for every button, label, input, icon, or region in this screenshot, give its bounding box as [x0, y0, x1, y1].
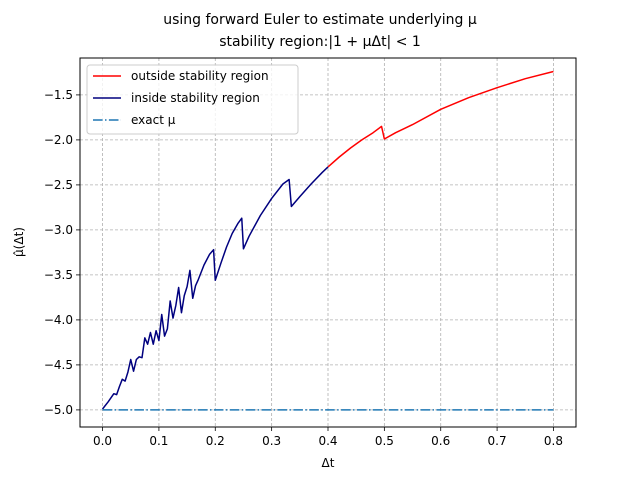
plot-series: [101, 70, 554, 411]
x-tick-label: 0.8: [544, 434, 563, 448]
chart-subtitle: stability region:|1 + μΔt| < 1: [219, 34, 421, 50]
y-axis-label: μ̂(Δt): [12, 227, 26, 257]
x-tick-label: 0.6: [431, 434, 450, 448]
legend-box: [86, 64, 299, 135]
chart-title: using forward Euler to estimate underlyi…: [163, 12, 477, 28]
legend-label: outside stability region: [131, 69, 269, 83]
series-line-1: [101, 166, 329, 410]
x-tick-label: 0.3: [262, 434, 281, 448]
x-tick-label: 0.1: [149, 434, 168, 448]
x-axis-label: Δt: [322, 456, 335, 470]
y-tick-label: −3.0: [44, 223, 73, 237]
legend-label: inside stability region: [131, 91, 260, 105]
y-tick-label: −4.0: [44, 313, 73, 327]
x-tick-label: 0.0: [93, 434, 112, 448]
x-tick-label: 0.5: [375, 434, 394, 448]
y-axis-ticks: −5.0 −4.5 −4.0 −3.5 −3.0 −2.5 −2.0 −1.5: [44, 88, 80, 417]
x-axis-ticks: 0.0 0.1 0.2 0.3 0.4 0.5 0.6 0.7 0.8: [93, 427, 563, 448]
y-tick-label: −2.5: [44, 178, 73, 192]
y-tick-label: −5.0: [44, 403, 73, 417]
y-tick-label: −1.5: [44, 88, 73, 102]
series-line-0: [327, 70, 554, 168]
legend-label: exact μ: [131, 113, 176, 127]
y-tick-label: −3.5: [44, 268, 73, 282]
x-tick-label: 0.4: [318, 434, 337, 448]
x-tick-label: 0.2: [206, 434, 225, 448]
x-tick-label: 0.7: [488, 434, 507, 448]
y-tick-label: −4.5: [44, 358, 73, 372]
legend: outside stability region inside stability…: [86, 64, 299, 135]
y-tick-label: −2.0: [44, 133, 73, 147]
